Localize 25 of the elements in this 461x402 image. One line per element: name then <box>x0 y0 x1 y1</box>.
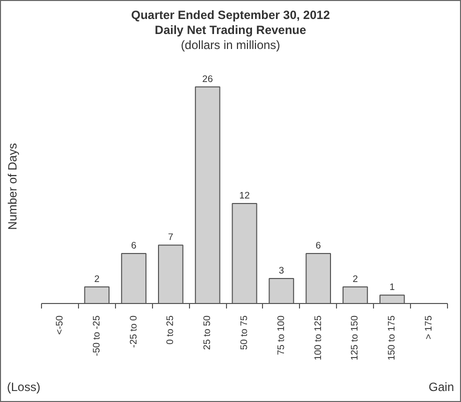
y-axis-title: Number of Days <box>6 143 20 230</box>
data-label: 2 <box>94 274 100 285</box>
chart-subtitle: (dollars in millions) <box>180 38 282 53</box>
text: (Loss) <box>7 379 40 396</box>
data-label: 7 <box>168 232 174 244</box>
x-tick-label: 75 to 100 <box>276 315 287 356</box>
x-tick-label: 25 to 50 <box>202 315 214 350</box>
x-tick-label: -50 to -25 <box>91 315 102 356</box>
x-tick-label: <-50 <box>54 315 66 335</box>
chart-title: Quarter Ended September 30, 2012 Daily Net Trading Revenue <box>130 8 331 38</box>
data-label: 6 <box>316 240 321 252</box>
data-label: 12 <box>239 190 250 202</box>
data-label: 1 <box>389 282 395 294</box>
data-label: 6 <box>131 240 136 252</box>
x-tick-label: -25 to 0 <box>128 315 140 348</box>
x-tick-label: 100 to 125 <box>312 315 324 360</box>
x-tick-label: 150 to 175 <box>386 315 398 360</box>
x-tick-label: 125 to 150 <box>350 315 361 360</box>
data-label: 26 <box>202 74 213 85</box>
text: Gain <box>428 379 454 396</box>
data-label: 2 <box>352 274 358 285</box>
x-tick-label: 50 to 75 <box>239 315 250 350</box>
x-tick-label: 0 to 25 <box>165 315 176 345</box>
data-label: 3 <box>278 266 284 276</box>
x-tick-label: > 175 <box>424 315 435 340</box>
